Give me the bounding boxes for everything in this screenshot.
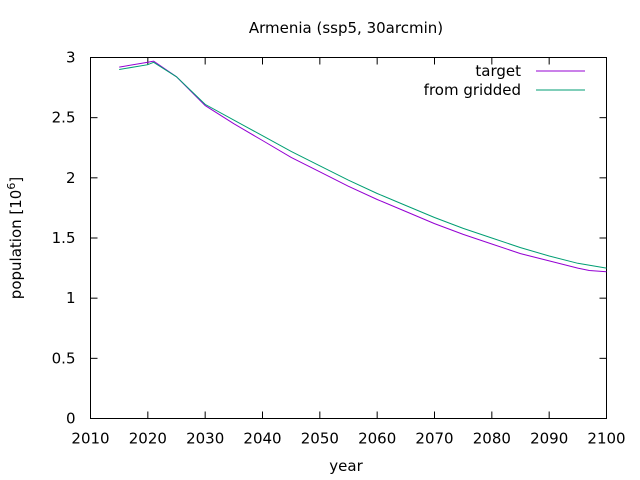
y-axis-label: population [106]	[5, 177, 25, 299]
plot-frame	[90, 57, 607, 419]
legend: target from gridded	[424, 62, 585, 99]
x-tick-label: 2060	[358, 430, 396, 448]
y-tick-label: 3	[66, 49, 76, 67]
legend-label-from-gridded: from gridded	[424, 81, 521, 99]
series-line-target	[119, 60, 607, 273]
x-axis-label: year	[329, 457, 363, 475]
x-tick-label: 2050	[301, 430, 339, 448]
x-tick-label: 2100	[587, 430, 625, 448]
y-axis-label-tail: ]	[7, 177, 25, 183]
y-tick-label: 0.5	[52, 349, 76, 367]
x-tick-label: 2010	[71, 430, 109, 448]
legend-label-target: target	[475, 62, 521, 80]
series-lines	[119, 60, 607, 273]
y-axis: 0 0.5 1 1.5 2 2.5 3	[52, 49, 607, 428]
series-line-from-gridded	[119, 61, 607, 269]
x-tick-label: 2070	[415, 430, 453, 448]
y-tick-label: 1.5	[52, 229, 76, 247]
y-tick-label: 2	[66, 169, 76, 187]
y-axis-label-base: population [10	[7, 190, 25, 300]
x-tick-label: 2090	[530, 430, 568, 448]
x-axis: 2010 2020 2030 2040 2050 2060 2070 2080 2090 2100	[71, 57, 626, 448]
x-tick-label: 2080	[473, 430, 511, 448]
y-tick-label: 1	[66, 289, 76, 307]
x-tick-label: 2030	[186, 430, 224, 448]
y-tick-label: 2.5	[52, 109, 76, 127]
chart-title: Armenia (ssp5, 30arcmin)	[249, 19, 443, 37]
y-tick-label: 0	[66, 410, 76, 428]
x-tick-label: 2020	[129, 430, 167, 448]
x-tick-label: 2040	[243, 430, 281, 448]
y-axis-label-exponent: 6	[5, 183, 18, 190]
